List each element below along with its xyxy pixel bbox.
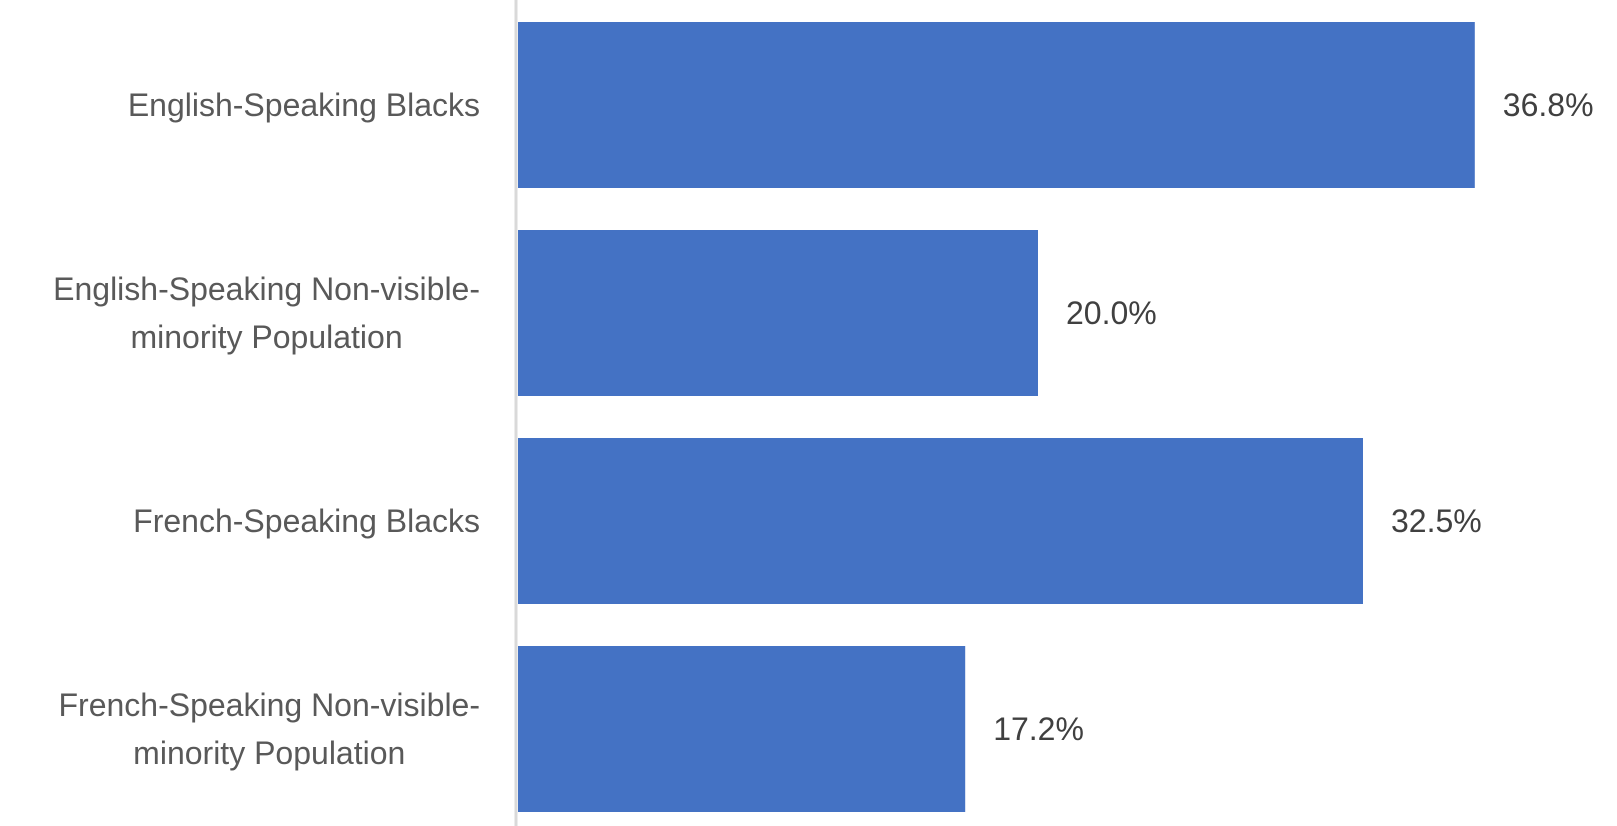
category-label-4: French-Speaking Non-visible-minority Pop… [58,687,480,771]
bar-4 [518,646,966,812]
bars-layer [518,22,1475,812]
category-label-3: French-Speaking Blacks [133,503,480,539]
category-label-line: French-Speaking Blacks [133,503,480,539]
bar-3 [518,438,1363,604]
bar-1 [518,22,1475,188]
category-label-line: English-Speaking Blacks [128,87,480,123]
category-label-1: English-Speaking Blacks [128,87,480,123]
category-label-line: French-Speaking Non-visible- [58,687,480,723]
category-label-line: minority Population [133,735,405,771]
category-label-line: minority Population [130,319,402,355]
value-label-1: 36.8% [1503,87,1594,123]
value-label-2: 20.0% [1066,295,1157,331]
value-label-4: 17.2% [993,711,1084,747]
category-label-2: English-Speaking Non-visible-minority Po… [53,271,480,355]
value-label-3: 32.5% [1391,503,1482,539]
category-label-line: English-Speaking Non-visible- [53,271,480,307]
bar-2 [518,230,1038,396]
labels-layer: 36.8% English-Speaking Blacks 20.0% English… [53,87,1593,771]
